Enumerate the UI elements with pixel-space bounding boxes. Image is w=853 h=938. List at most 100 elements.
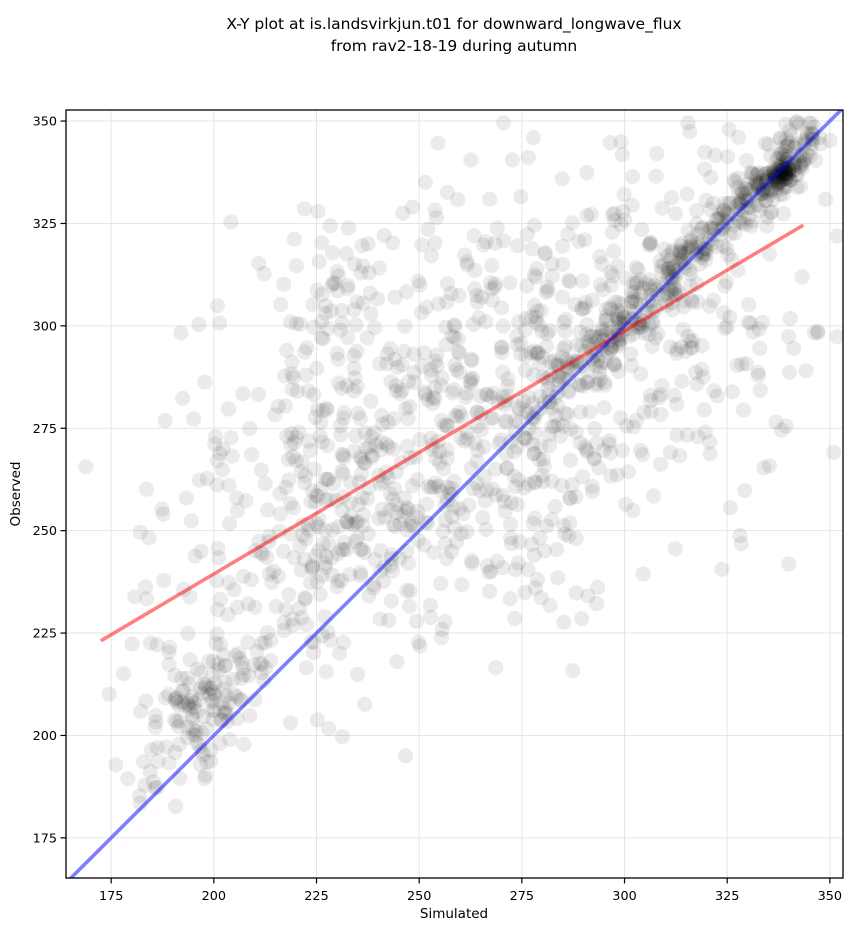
y-axis-label: Observed bbox=[8, 462, 24, 527]
scatter-point bbox=[541, 438, 558, 454]
scatter-point bbox=[143, 742, 160, 758]
scatter-point bbox=[612, 338, 628, 354]
scatter-point bbox=[617, 270, 634, 286]
scatter-point bbox=[208, 635, 224, 652]
scatter-point bbox=[205, 667, 221, 683]
scatter-point bbox=[352, 449, 368, 465]
scatter-point bbox=[653, 276, 670, 292]
scatter-point bbox=[586, 451, 602, 467]
scatter-point bbox=[678, 343, 694, 359]
scatter-point bbox=[423, 361, 439, 378]
scatter-point bbox=[127, 589, 143, 605]
scatter-point bbox=[324, 245, 341, 261]
scatter-point bbox=[385, 235, 401, 251]
scatter-point bbox=[338, 514, 355, 530]
scatter-point bbox=[750, 180, 766, 196]
scatter-point bbox=[259, 549, 275, 566]
y-axis-ticks: 175 200 225 250 275 300 325 350 bbox=[33, 115, 66, 846]
scatter-point bbox=[613, 410, 629, 426]
scatter-point bbox=[675, 245, 691, 261]
scatter-point bbox=[526, 267, 543, 283]
scatter-point bbox=[444, 486, 460, 503]
scatter-point bbox=[382, 486, 398, 502]
scatter-point bbox=[683, 237, 700, 253]
scatter-point bbox=[412, 277, 428, 293]
scatter-point bbox=[472, 388, 488, 404]
scatter-point bbox=[469, 288, 485, 304]
scatter-point bbox=[762, 176, 778, 192]
scatter-point bbox=[302, 442, 318, 458]
scatter-point bbox=[734, 356, 750, 372]
scatter-point bbox=[361, 588, 377, 604]
scatter-point bbox=[651, 390, 667, 406]
scatter-point bbox=[443, 285, 459, 302]
scatter-point bbox=[801, 115, 817, 131]
scatter-point bbox=[412, 432, 428, 448]
scatter-point bbox=[517, 362, 534, 378]
scatter-point bbox=[748, 168, 764, 184]
scatter-point bbox=[330, 283, 346, 299]
scatter-point bbox=[182, 589, 198, 605]
scatter-point bbox=[752, 203, 768, 219]
scatter-point bbox=[510, 399, 526, 415]
scatter-point bbox=[763, 182, 779, 199]
scatter-point bbox=[229, 503, 245, 519]
scatter-point bbox=[526, 445, 543, 461]
scatter-point bbox=[179, 719, 195, 735]
scatter-point bbox=[754, 183, 771, 200]
scatter-point bbox=[342, 494, 358, 511]
scatter-point bbox=[564, 215, 581, 231]
scatter-point bbox=[321, 536, 337, 552]
scatter-point bbox=[210, 602, 226, 618]
scatter-point bbox=[761, 186, 778, 203]
scatter-point bbox=[579, 444, 595, 460]
scatter-point bbox=[220, 401, 236, 417]
scatter-point bbox=[611, 311, 627, 327]
scatter-point bbox=[452, 404, 468, 420]
scatter-point bbox=[502, 275, 518, 291]
scatter-point bbox=[439, 417, 455, 433]
scatter-point bbox=[510, 555, 526, 571]
scatter-point bbox=[137, 579, 154, 595]
scatter-point bbox=[299, 616, 315, 633]
scatter-point bbox=[596, 400, 612, 416]
scatter-point bbox=[295, 527, 311, 544]
scatter-point bbox=[775, 186, 792, 203]
scatter-point bbox=[167, 692, 183, 708]
scatter-point bbox=[716, 202, 732, 218]
scatter-point bbox=[532, 356, 548, 372]
scatter-point bbox=[606, 355, 622, 372]
scatter-point bbox=[184, 689, 200, 705]
scatter-point bbox=[778, 418, 794, 434]
scatter-point bbox=[642, 287, 659, 303]
scatter-point bbox=[750, 364, 766, 380]
scatter-point bbox=[745, 324, 761, 340]
scatter-point bbox=[656, 241, 673, 257]
scatter-point bbox=[149, 637, 165, 653]
scatter-point bbox=[209, 453, 226, 469]
scatter-point bbox=[307, 548, 324, 564]
scatter-point bbox=[778, 171, 794, 187]
scatter-point bbox=[343, 475, 359, 491]
scatter-point bbox=[628, 275, 645, 291]
scatter-point bbox=[495, 364, 511, 380]
scatter-point bbox=[410, 273, 426, 289]
scatter-point bbox=[384, 563, 401, 579]
scatter-point bbox=[439, 450, 455, 466]
scatter-point bbox=[544, 473, 560, 489]
scatter-point bbox=[285, 449, 301, 465]
scatter-point bbox=[353, 466, 369, 482]
scatter-point bbox=[613, 217, 629, 233]
scatter-point bbox=[499, 460, 515, 476]
scatter-point bbox=[435, 523, 451, 539]
scatter-point bbox=[383, 593, 399, 609]
scatter-point bbox=[624, 294, 640, 310]
scatter-point bbox=[568, 585, 584, 601]
scatter-point bbox=[547, 499, 563, 515]
scatter-point bbox=[571, 233, 587, 250]
scatter-point bbox=[325, 522, 341, 538]
scatter-point bbox=[560, 272, 577, 288]
scatter-point bbox=[478, 314, 494, 330]
scatter-point bbox=[357, 696, 373, 712]
scatter-point bbox=[625, 419, 642, 435]
